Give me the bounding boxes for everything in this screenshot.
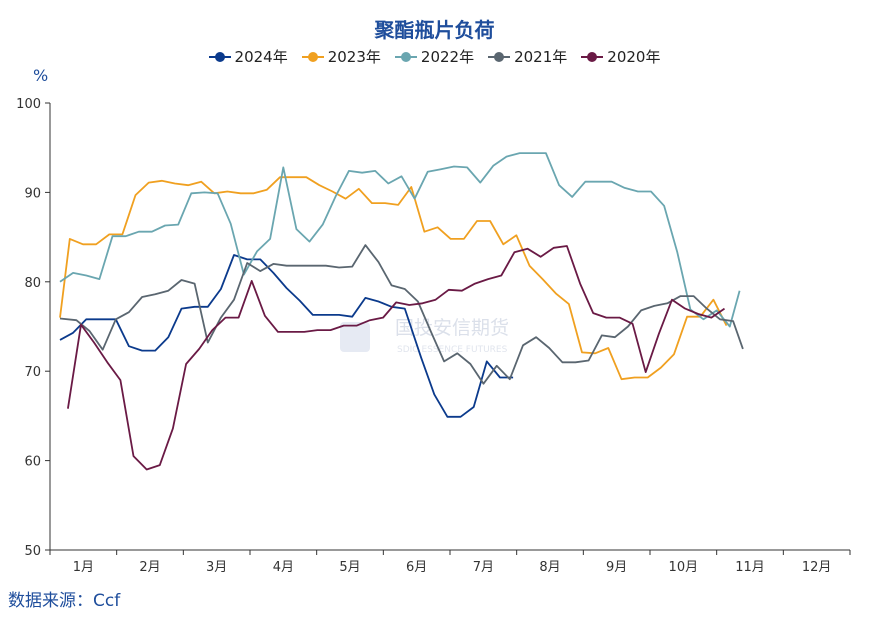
legend-swatch-2023 bbox=[301, 51, 324, 63]
y-tick-label: 100 bbox=[16, 97, 41, 112]
y-ticks: 50 60 70 80 90 100 bbox=[16, 97, 50, 559]
watermark-subtext: SDIC ESSENCE FUTURES bbox=[397, 345, 508, 355]
source-label: 数据来源：Ccf bbox=[8, 591, 121, 611]
legend-label-2020: 2020年 bbox=[607, 48, 661, 66]
watermark-logo-mark bbox=[340, 322, 370, 352]
x-tick-label: 1月 bbox=[73, 560, 94, 575]
y-unit-label: % bbox=[33, 66, 49, 85]
x-tick-label: 9月 bbox=[606, 560, 627, 575]
legend-label-2024: 2024年 bbox=[234, 48, 288, 66]
y-tick-label: 60 bbox=[24, 455, 41, 470]
legend: 2024年 2023年 2022年 2021年 2020年 bbox=[0, 46, 869, 67]
x-tick-label: 12月 bbox=[802, 560, 832, 575]
y-tick-label: 90 bbox=[24, 186, 41, 201]
legend-item-2022[interactable]: 2022年 bbox=[394, 46, 475, 67]
x-tick-label: 5月 bbox=[339, 560, 360, 575]
legend-item-2024[interactable]: 2024年 bbox=[208, 46, 288, 67]
legend-swatch-2024 bbox=[208, 51, 231, 63]
legend-item-2020[interactable]: 2020年 bbox=[581, 46, 660, 67]
series-group bbox=[59, 152, 744, 471]
chart-title: 聚酯瓶片负荷 bbox=[374, 18, 495, 42]
watermark: 国投安信期货 SDIC ESSENCE FUTURES bbox=[340, 317, 509, 355]
legend-swatch-2020 bbox=[581, 51, 604, 63]
series-line-2024 bbox=[59, 254, 514, 418]
y-tick-label: 80 bbox=[24, 276, 41, 291]
y-tick-label: 70 bbox=[24, 365, 41, 380]
legend-label-2021: 2021年 bbox=[514, 48, 568, 66]
y-tick-label: 50 bbox=[24, 544, 41, 559]
x-tick-label: 8月 bbox=[539, 560, 560, 575]
x-tick-label: 10月 bbox=[669, 560, 699, 575]
legend-swatch-2021 bbox=[488, 51, 511, 63]
legend-label-2023: 2023年 bbox=[327, 48, 381, 66]
legend-label-2022: 2022年 bbox=[420, 48, 475, 66]
x-ticks: 1月 2月 3月 4月 5月 6月 7月 8月 9月 10月 11月 12月 bbox=[49, 550, 851, 575]
legend-item-2023[interactable]: 2023年 bbox=[301, 46, 381, 67]
x-tick-label: 11月 bbox=[735, 560, 765, 575]
x-tick-label: 4月 bbox=[273, 560, 294, 575]
series-line-2023 bbox=[59, 176, 728, 381]
legend-item-2021[interactable]: 2021年 bbox=[488, 46, 567, 67]
series-line-2020 bbox=[67, 245, 726, 471]
x-tick-label: 7月 bbox=[473, 560, 494, 575]
x-tick-label: 3月 bbox=[206, 560, 227, 575]
x-tick-label: 2月 bbox=[139, 560, 160, 575]
legend-swatch-2022 bbox=[394, 51, 417, 63]
watermark-text: 国投安信期货 bbox=[395, 317, 509, 339]
series-line-2021 bbox=[59, 244, 744, 385]
series-line-2022 bbox=[59, 152, 741, 328]
x-tick-label: 6月 bbox=[406, 560, 427, 575]
